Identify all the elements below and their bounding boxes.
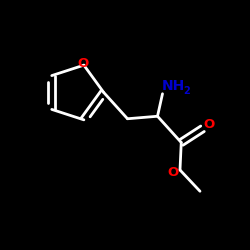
Text: O: O — [168, 166, 178, 178]
Text: 2: 2 — [183, 86, 190, 96]
Text: O: O — [77, 58, 88, 70]
Text: NH: NH — [162, 79, 185, 93]
Text: O: O — [204, 118, 215, 131]
